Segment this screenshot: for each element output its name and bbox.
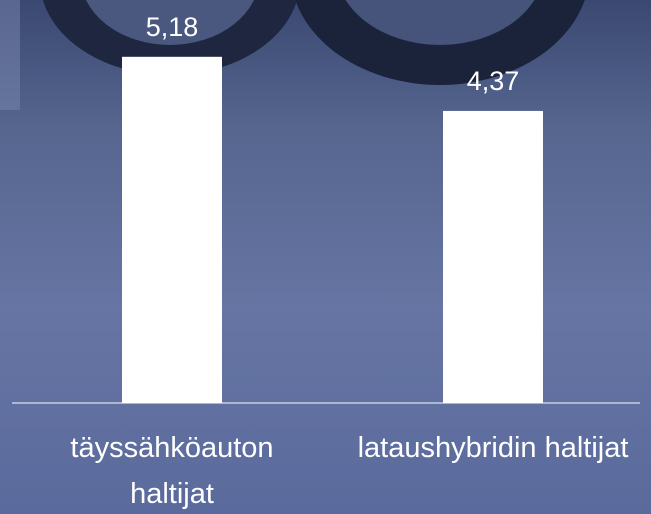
rim bbox=[85, 0, 255, 45]
rim bbox=[345, 0, 535, 45]
x-tick-label: lataushybridin haltijat bbox=[357, 432, 629, 464]
bar bbox=[443, 110, 543, 404]
x-tick-label: täyssähköauton haltijat bbox=[70, 432, 274, 510]
background-detail bbox=[0, 0, 20, 110]
bar bbox=[122, 56, 222, 403]
data-label: 4,37 bbox=[467, 66, 520, 96]
data-label: 5,18 bbox=[146, 12, 199, 42]
